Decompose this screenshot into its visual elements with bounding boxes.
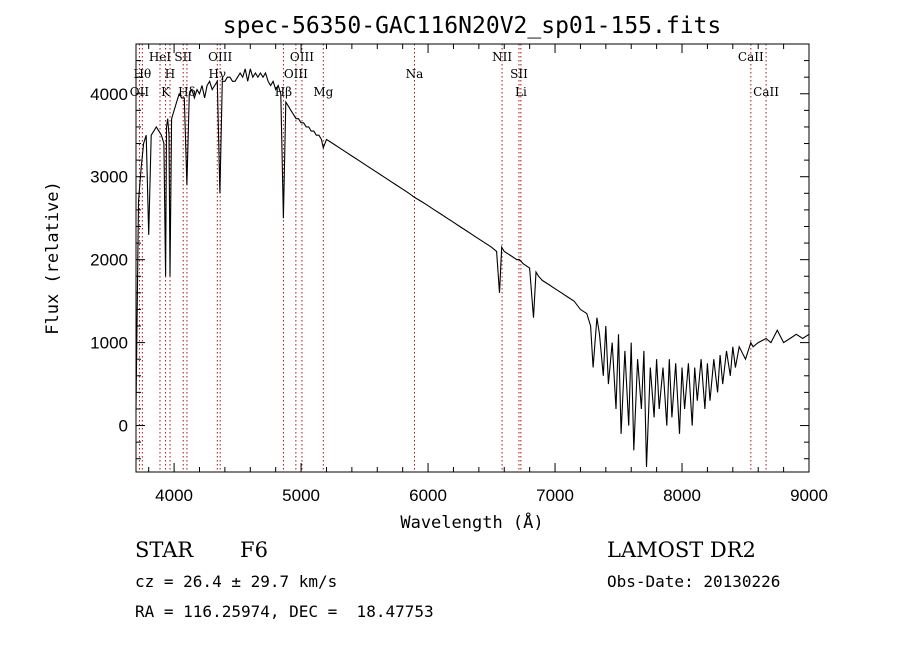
line-label: SII [510, 67, 528, 81]
axis-ticks [136, 44, 810, 472]
line-label: OIII [290, 50, 314, 64]
line-label: Hδ [178, 85, 196, 99]
line-label: H [165, 67, 175, 81]
x-tick-label: 7000 [536, 486, 574, 505]
emission-line-labels: OIIHθHeIKHSIIHδHγOIIIHβOIIIOIIIMgNaNIISI… [130, 50, 779, 99]
line-label: NII [492, 50, 512, 64]
line-label: OIII [284, 67, 308, 81]
survey-label: LAMOST DR2 [607, 538, 756, 562]
x-tick-label: 8000 [663, 486, 701, 505]
line-label: HeI [149, 50, 172, 64]
obs-date: Obs-Date: 20130226 [607, 572, 781, 591]
line-label: Na [406, 67, 424, 81]
object-type: STAR [135, 538, 194, 562]
x-axis-label: Wavelength (Å) [400, 511, 543, 533]
object-subclass: F6 [240, 538, 268, 562]
x-tick-label: 4000 [155, 486, 193, 505]
x-tick-label: 9000 [790, 486, 828, 505]
y-tick-label: 1000 [90, 334, 128, 353]
coordinates-readout: RA = 116.25974, DEC = 18.47753 [135, 602, 434, 621]
line-label: CaII [753, 85, 779, 99]
x-tick-label: 6000 [409, 486, 447, 505]
line-label: Mg [313, 85, 333, 99]
chart-title: spec-56350-GAC116N20V2_sp01-155.fits [223, 13, 722, 39]
line-label: CaII [738, 50, 764, 64]
redshift-readout: cz = 26.4 ± 29.7 km/s [135, 572, 338, 591]
line-label: OIII [208, 50, 232, 64]
plot-frame [135, 43, 810, 473]
y-tick-label: 0 [119, 417, 128, 436]
x-tick-label: 5000 [282, 486, 320, 505]
emission-line-markers [138, 44, 767, 472]
line-label: OII [130, 85, 150, 99]
line-label: Hγ [208, 67, 226, 81]
y-tick-label: 2000 [90, 251, 128, 270]
y-tick-label: 4000 [90, 85, 128, 104]
axis-tick-labels: 4000 5000 6000 7000 8000 9000 0 1000 2000 3000 400… [90, 85, 828, 505]
line-label: SII [174, 50, 192, 64]
spectrum-line [135, 68, 810, 468]
line-label: Li [515, 85, 527, 99]
y-axis-label: Flux (relative) [43, 181, 63, 335]
y-tick-label: 3000 [90, 168, 128, 187]
line-label: K [161, 85, 171, 99]
